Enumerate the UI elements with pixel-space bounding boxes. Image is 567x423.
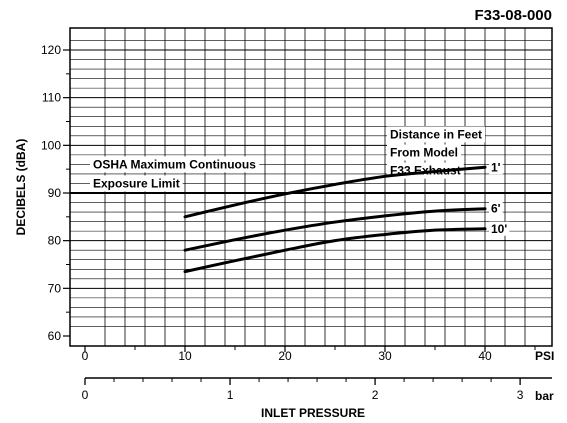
x-tick-label: 30 <box>378 349 392 363</box>
plot-frame <box>69 27 553 347</box>
x-unit-bar: bar <box>535 389 554 403</box>
osha-label-bg <box>90 156 260 173</box>
x-axis-psi: 0 10 20 30 40 <box>82 346 536 363</box>
series-label-bg <box>489 201 503 216</box>
y-tick-label: 120 <box>41 43 61 57</box>
x-axis-bar: 0 1 2 3 <box>82 377 552 402</box>
series-label-bg <box>489 221 510 236</box>
series-label: 10' <box>491 222 507 236</box>
x-tick-label: 10 <box>178 349 192 363</box>
y-tick-label: 70 <box>48 281 62 295</box>
series-line <box>183 227 487 274</box>
series-label-bg <box>489 160 503 175</box>
bar-tick-label: 3 <box>517 388 524 402</box>
distance-note-bg <box>387 126 486 143</box>
bar-tick-label: 1 <box>227 388 234 402</box>
osha-limit-label: OSHA Maximum Continuous Exposure Limit <box>90 156 260 192</box>
osha-label-line: Exposure Limit <box>93 176 180 190</box>
x-tick-label: 20 <box>278 349 292 363</box>
x-axis-title: INLET PRESSURE <box>261 406 365 420</box>
distance-note-line: From Model <box>390 145 458 159</box>
y-tick-label: 100 <box>41 138 61 152</box>
y-tick-label: 80 <box>48 234 62 248</box>
figure-id: F33-08-000 <box>474 7 552 24</box>
series-line <box>183 207 487 252</box>
osha-label-bg <box>90 175 183 192</box>
osha-label-line: OSHA Maximum Continuous <box>93 157 256 171</box>
series-line <box>183 165 487 219</box>
y-axis-title: DECIBELS (dBA) <box>14 139 28 236</box>
bar-tick-label: 2 <box>372 388 379 402</box>
series-label: 1' <box>491 160 501 174</box>
distance-note-bg <box>387 144 461 161</box>
y-tick-label: 90 <box>48 186 62 200</box>
y-tick-label: 60 <box>48 329 62 343</box>
x-unit-psi: PSI <box>535 349 554 363</box>
x-tick-label: 0 <box>82 349 89 363</box>
series-group: 1' 6' 10' <box>183 160 510 274</box>
y-tick-label: 110 <box>42 91 61 105</box>
distance-note-line: Distance in Feet <box>390 127 482 141</box>
y-axis: 60 70 80 90 100 110 120 <box>41 43 70 343</box>
bar-tick-label: 0 <box>82 388 89 402</box>
x-tick-label: 40 <box>478 349 492 363</box>
series-label: 6' <box>491 202 501 216</box>
